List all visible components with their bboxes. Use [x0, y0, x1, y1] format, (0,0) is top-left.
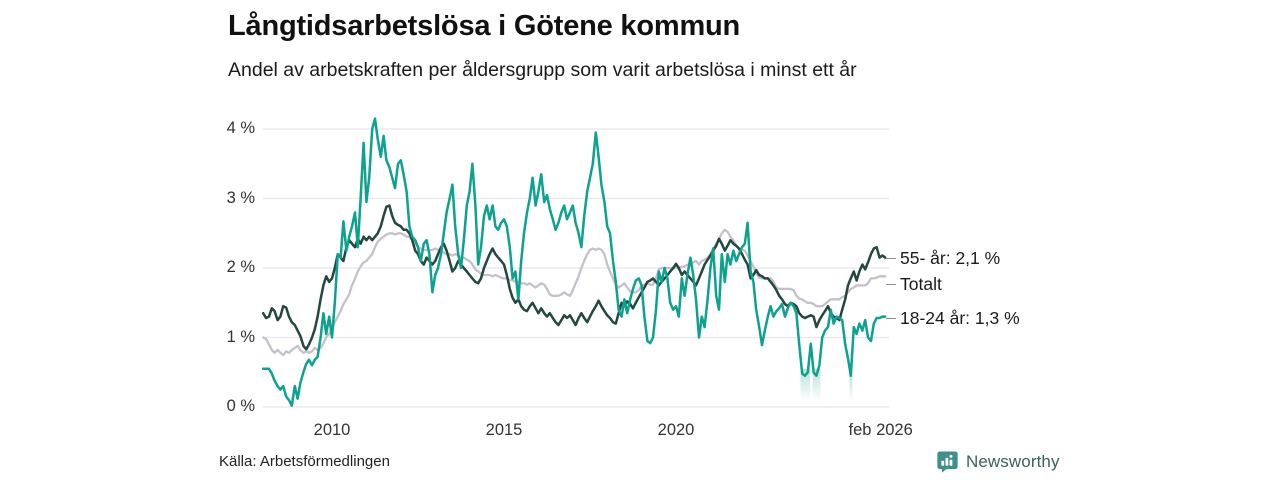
y-tick-label: 0 % [226, 397, 255, 415]
x-tick-label: 2020 [657, 421, 695, 439]
legend-tick-mark [886, 283, 896, 285]
chart-subtitle: Andel av arbetskraften per åldersgrupp s… [228, 59, 857, 81]
uncertainty-band [812, 368, 821, 402]
y-tick-label: 1 % [226, 327, 255, 346]
x-tick-label: 2010 [313, 421, 351, 439]
x-tick-label: 2015 [485, 421, 523, 439]
source-note: Källa: Arbetsförmedlingen [219, 453, 390, 470]
legend-tick-mark [886, 317, 896, 319]
uncertainty-band [800, 368, 811, 402]
y-tick-label: 4 % [226, 119, 255, 137]
legend-item-totalt: Totalt [886, 273, 942, 295]
legend-label: 55- år: 2,1 % [900, 247, 1001, 268]
x-tick-label: feb 2026 [848, 421, 913, 439]
series-line-55-r [261, 204, 887, 351]
legend-label: Totalt [900, 273, 942, 294]
legend-label: 18-24 år: 1,3 % [900, 307, 1020, 328]
newsworthy-wordmark: Newsworthy [966, 451, 1060, 471]
y-tick-label: 3 % [226, 188, 255, 207]
series-line-totalt [262, 228, 887, 357]
legend-item-55-r: 55- år: 2,1 % [886, 247, 1000, 269]
y-tick-label: 2 % [226, 258, 255, 276]
newsworthy-icon [937, 451, 958, 473]
uncertainty-band [849, 372, 853, 402]
legend-tick-mark [886, 257, 896, 259]
chart-title: Långtidsarbetslösa i Götene kommun [228, 10, 741, 42]
newsworthy-logo: Newsworthy [936, 450, 1060, 473]
legend-item-18-24-r: 18-24 år: 1,3 % [886, 307, 1020, 329]
series-line-18-24-r [261, 117, 887, 407]
